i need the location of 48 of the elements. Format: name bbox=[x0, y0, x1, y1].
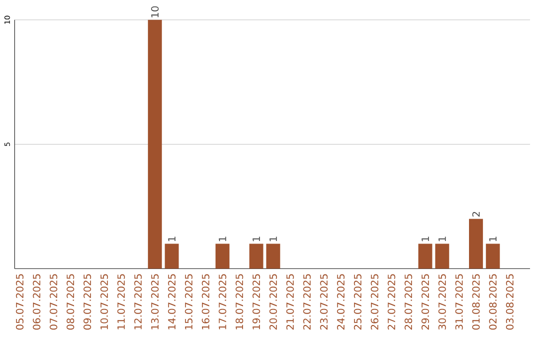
bar bbox=[266, 244, 280, 269]
data-label: 1 bbox=[218, 236, 226, 241]
bar bbox=[216, 244, 230, 269]
x-tick-label: 13.07.2025 bbox=[151, 274, 159, 330]
x-tick-label: 07.07.2025 bbox=[50, 274, 58, 330]
x-tick-label: 08.07.2025 bbox=[66, 274, 74, 330]
x-tick-label: 10.07.2025 bbox=[100, 274, 108, 330]
data-label: 1 bbox=[168, 236, 176, 241]
x-tick-label: 25.07.2025 bbox=[354, 274, 362, 330]
data-label: 1 bbox=[270, 236, 277, 241]
x-tick-label: 06.07.2025 bbox=[32, 274, 40, 330]
bar bbox=[249, 244, 264, 269]
bar bbox=[418, 244, 432, 269]
x-tick-label: 20.07.2025 bbox=[269, 274, 277, 330]
data-label: 1 bbox=[489, 236, 496, 241]
x-tick-label: 22.07.2025 bbox=[303, 274, 311, 330]
x-tick-label: 23.07.2025 bbox=[320, 274, 328, 330]
data-label: 1 bbox=[252, 236, 260, 241]
data-label: 10 bbox=[151, 6, 159, 18]
x-tick-label: 31.07.2025 bbox=[455, 274, 463, 330]
bar bbox=[486, 244, 500, 269]
x-tick-label: 16.07.2025 bbox=[202, 274, 210, 330]
x-tick-label: 12.07.2025 bbox=[134, 274, 142, 330]
bar bbox=[469, 218, 483, 269]
x-tick-label: 19.07.2025 bbox=[252, 274, 260, 330]
x-tick-label: 11.07.2025 bbox=[117, 274, 125, 330]
x-tick-label: 15.07.2025 bbox=[184, 274, 192, 330]
x-tick-label: 18.07.2025 bbox=[236, 274, 244, 330]
x-tick-label: 26.07.2025 bbox=[370, 274, 378, 330]
x-tick-label: 28.07.2025 bbox=[404, 274, 412, 330]
x-tick-label: 29.07.2025 bbox=[422, 274, 430, 330]
x-tick-label: 27.07.2025 bbox=[388, 274, 396, 330]
bar bbox=[435, 244, 450, 269]
data-label: 2 bbox=[472, 212, 480, 216]
x-tick-label: 30.07.2025 bbox=[438, 274, 446, 330]
x-tick-label: 05.07.2025 bbox=[16, 274, 24, 330]
data-label: 1 bbox=[438, 236, 446, 241]
x-tick-label: 24.07.2025 bbox=[337, 274, 345, 330]
data-label: 1 bbox=[422, 236, 429, 241]
x-tick-label: 09.07.2025 bbox=[84, 274, 92, 330]
x-tick-label: 03.08.2025 bbox=[506, 274, 514, 330]
x-tick-label: 17.07.2025 bbox=[218, 274, 226, 330]
bar bbox=[164, 244, 179, 269]
x-tick-label: 02.08.2025 bbox=[489, 274, 497, 330]
bar bbox=[148, 20, 162, 269]
x-tick-label: 01.08.2025 bbox=[472, 274, 480, 330]
x-tick-label: 21.07.2025 bbox=[286, 274, 294, 330]
x-tick-label: 14.07.2025 bbox=[168, 274, 176, 330]
